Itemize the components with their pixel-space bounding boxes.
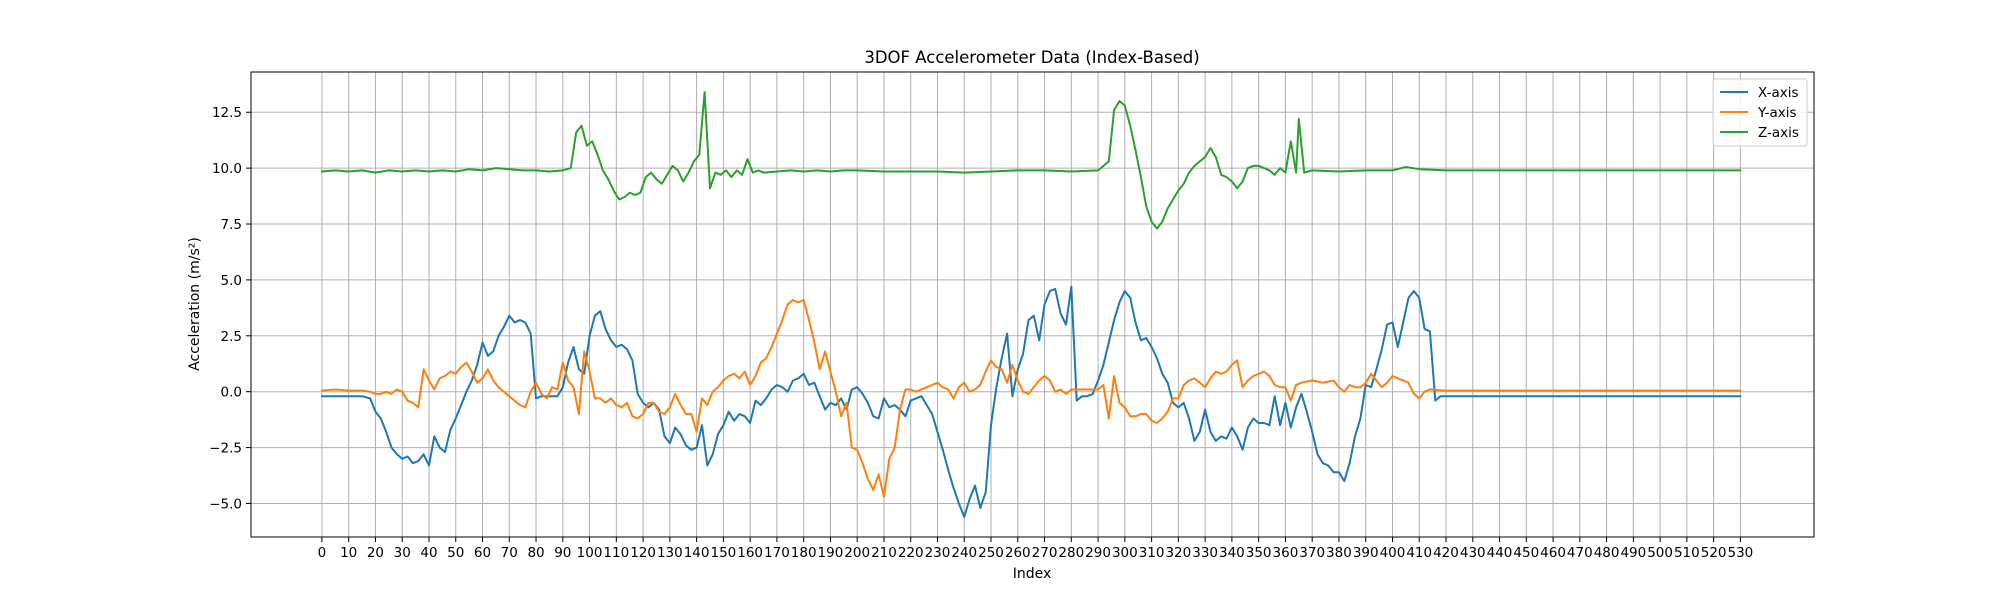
y-axis-ticks: −5.0 −2.5 0.0 2.5 5.0 7.5 10.0 12.5: [209, 105, 251, 512]
x-tick-label: 460: [1540, 545, 1566, 561]
x-tick-label: 50: [447, 545, 464, 561]
y-tick-label: −2.5: [209, 441, 242, 457]
x-axis-label: Index: [1013, 566, 1052, 582]
x-tick-label: 130: [657, 545, 683, 561]
x-tick-label: 380: [1326, 545, 1352, 561]
y-tick-label: 2.5: [221, 329, 242, 345]
grid-lines: [251, 72, 1814, 537]
x-tick-label: 390: [1353, 545, 1379, 561]
x-tick-label: 500: [1647, 545, 1673, 561]
x-tick-label: 290: [1085, 545, 1111, 561]
x-tick-label: 480: [1594, 545, 1620, 561]
series-line-z-axis: [320, 91, 1742, 230]
x-tick-label: 120: [630, 545, 656, 561]
x-tick-label: 530: [1728, 545, 1754, 561]
x-tick-label: 370: [1299, 545, 1325, 561]
x-tick-label: 410: [1406, 545, 1432, 561]
x-tick-label: 20: [367, 545, 384, 561]
x-tick-label: 520: [1701, 545, 1727, 561]
x-tick-label: 310: [1139, 545, 1165, 561]
x-tick-label: 280: [1058, 545, 1084, 561]
series-line-y-axis: [320, 299, 1742, 498]
y-tick-label: −5.0: [209, 496, 242, 512]
x-tick-label: 30: [394, 545, 411, 561]
x-tick-label: 40: [420, 545, 437, 561]
x-tick-label: 360: [1273, 545, 1299, 561]
legend: X-axis Y-axis Z-axis: [1712, 78, 1808, 147]
x-tick-label: 140: [684, 545, 710, 561]
y-tick-label: 0.0: [221, 385, 242, 401]
x-tick-label: 60: [474, 545, 491, 561]
x-tick-label: 430: [1460, 545, 1486, 561]
y-tick-label: 12.5: [212, 105, 242, 121]
x-tick-label: 110: [603, 545, 629, 561]
x-tick-label: 250: [978, 545, 1004, 561]
legend-box: [1712, 78, 1808, 147]
x-tick-label: 320: [1165, 545, 1191, 561]
x-tick-label: 300: [1112, 545, 1138, 561]
x-tick-label: 340: [1219, 545, 1245, 561]
x-tick-label: 160: [737, 545, 763, 561]
x-tick-label: 230: [925, 545, 951, 561]
x-tick-label: 490: [1620, 545, 1646, 561]
y-tick-label: 7.5: [221, 217, 242, 233]
x-tick-label: 440: [1487, 545, 1513, 561]
x-tick-label: 330: [1192, 545, 1218, 561]
x-tick-label: 210: [871, 545, 897, 561]
legend-label: Y-axis: [1757, 105, 1797, 121]
x-tick-label: 220: [898, 545, 924, 561]
x-tick-label: 170: [764, 545, 790, 561]
x-tick-label: 350: [1246, 545, 1272, 561]
x-tick-label: 470: [1567, 545, 1593, 561]
x-axis-ticks: 0 10 20 30 40 50 60 70 80 90 100 110 120 130 140 150 160…: [318, 537, 1754, 561]
x-tick-label: 200: [844, 545, 870, 561]
x-tick-label: 150: [710, 545, 736, 561]
x-tick-label: 70: [501, 545, 518, 561]
x-tick-label: 190: [818, 545, 844, 561]
series-layer: [320, 91, 1742, 518]
x-tick-label: 400: [1380, 545, 1406, 561]
series-line-x-axis: [320, 285, 1742, 518]
y-tick-label: 5.0: [221, 273, 242, 289]
legend-label: X-axis: [1758, 85, 1799, 101]
x-tick-label: 90: [554, 545, 571, 561]
x-tick-label: 450: [1513, 545, 1539, 561]
x-tick-label: 270: [1032, 545, 1058, 561]
x-tick-label: 260: [1005, 545, 1031, 561]
plot-frame: [250, 71, 1815, 538]
chart-title: 3DOF Accelerometer Data (Index-Based): [864, 48, 1199, 67]
x-tick-label: 10: [340, 545, 357, 561]
legend-label: Z-axis: [1758, 125, 1799, 141]
y-tick-label: 10.0: [212, 161, 242, 177]
x-tick-label: 420: [1433, 545, 1459, 561]
x-tick-label: 100: [577, 545, 603, 561]
x-tick-label: 240: [951, 545, 977, 561]
x-tick-label: 510: [1674, 545, 1700, 561]
y-axis-label: Acceleration (m/s²): [187, 237, 203, 371]
x-tick-label: 80: [527, 545, 544, 561]
x-tick-label: 180: [791, 545, 817, 561]
x-tick-label: 0: [318, 545, 327, 561]
